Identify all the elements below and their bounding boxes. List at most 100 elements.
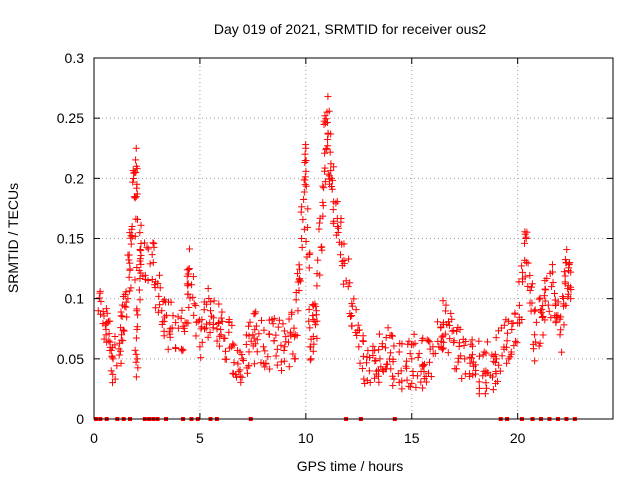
data-point [319,182,327,190]
x-tick-label: 5 [196,430,204,446]
data-point [115,351,123,359]
data-point [375,346,383,354]
data-point [210,297,218,305]
data-point [194,318,202,326]
data-point [451,365,459,373]
data-point [419,361,427,369]
data-point [326,148,334,156]
data-point [149,259,157,267]
data-point [324,130,332,138]
data-point [313,282,321,290]
y-tick-label: 0.1 [65,291,85,307]
data-point [305,251,313,259]
data-point [216,332,224,340]
data-point [215,300,223,308]
axis-ticks [93,57,613,420]
data-point [426,358,434,366]
data-point [561,256,569,264]
y-tick-label: 0 [76,411,84,427]
data-point [439,344,447,352]
data-point [511,309,519,317]
data-point [313,334,321,342]
data-point [125,273,133,281]
data-point [556,331,564,339]
data-point [150,240,158,248]
data-point [279,320,287,328]
data-point [300,188,308,196]
x-axis-label: GPS time / hours [297,458,404,474]
data-point [552,312,560,320]
data-point [515,301,523,309]
data-point [272,352,280,360]
data-point [197,354,205,362]
data-point [207,298,215,306]
data-point [273,361,281,369]
data-point [301,150,309,158]
data-point [564,290,572,298]
data-point [294,307,302,315]
data-point [505,355,513,363]
data-point [530,307,538,315]
data-point [346,279,354,287]
data-point [158,307,166,315]
data-point [309,316,317,324]
data-point [132,162,140,170]
data-point [294,270,302,278]
data-point [200,298,208,306]
data-point [300,195,308,203]
data-point [215,319,223,327]
data-point [479,372,487,380]
data-point [238,373,246,381]
data-point [319,198,327,206]
data-point [236,372,244,380]
data-point [305,264,313,272]
data-point [356,359,364,367]
data-point [419,384,427,392]
data-point [312,307,320,315]
data-point [181,319,189,327]
data-point [322,119,330,127]
data-point [307,355,315,363]
data-point [234,360,242,368]
data-point [270,337,278,345]
data-point [298,243,306,251]
data-point [190,300,198,308]
data-point [273,345,281,353]
data-point [178,306,186,314]
data-point [316,219,324,227]
data-point [238,355,246,363]
data-point [362,359,370,367]
data-point [551,296,559,304]
data-point [513,339,521,347]
data-point [291,331,299,339]
data-point [235,368,243,376]
data-point [549,268,557,276]
data-point [190,311,198,319]
data-point [352,306,360,314]
data-point [206,328,214,336]
data-point [420,368,428,376]
data-point [360,375,368,383]
data-point [237,378,245,386]
y-tick-label: 0.2 [65,170,85,186]
data-point [329,206,337,214]
grid-lines [94,58,613,419]
data-point [208,312,216,320]
data-point [301,173,309,181]
data-point [128,233,136,241]
data-point [258,316,266,324]
data-point [161,313,169,321]
data-point [185,265,193,273]
data-point [280,327,288,335]
data-point [149,239,157,247]
data-point [278,367,286,375]
data-point [133,323,141,331]
data-point [471,370,479,378]
data-point [296,265,304,273]
tick-labels: 0 0.05 0.1 0.15 0.2 0.25 0.3 0 5 10 15 20 [57,50,526,446]
data-point [132,350,140,358]
data-point [127,232,135,240]
y-tick-label: 0.3 [65,50,85,66]
data-point [148,251,156,259]
data-point [352,328,360,336]
